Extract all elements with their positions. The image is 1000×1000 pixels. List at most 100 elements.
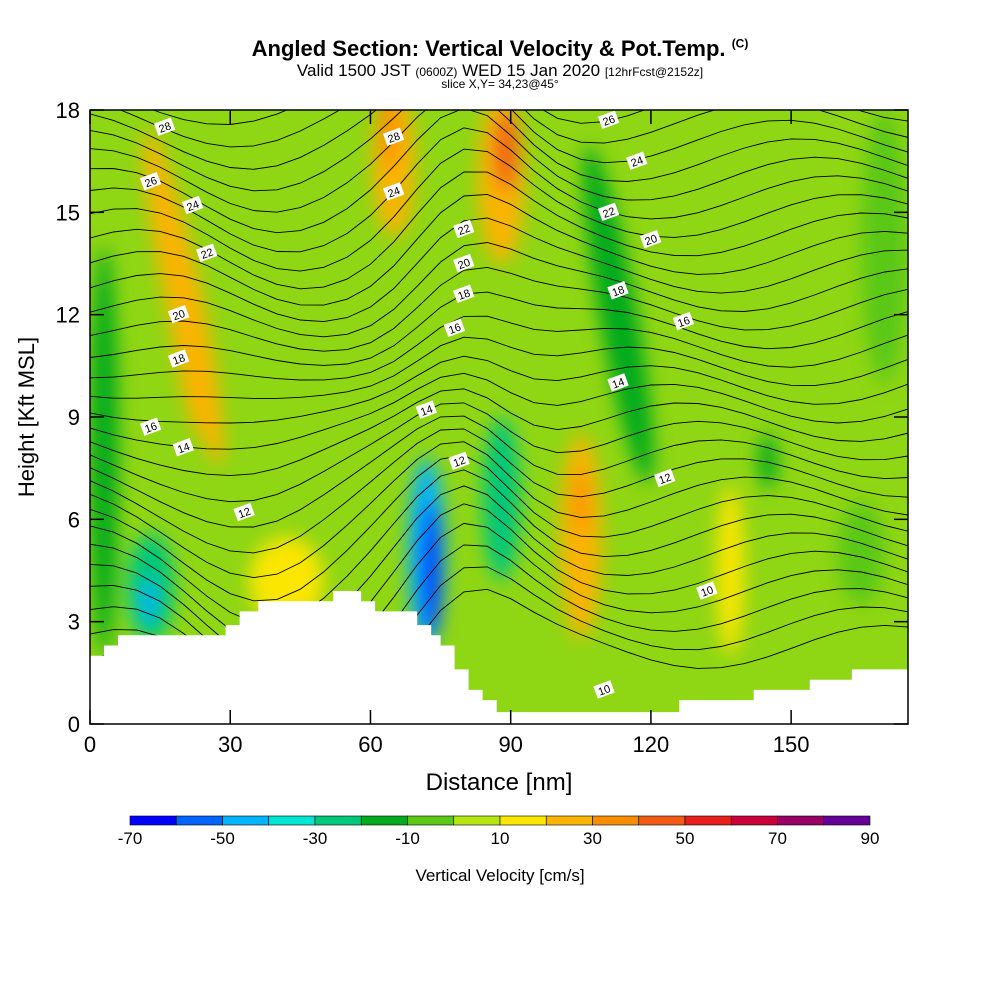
contour-label-18: 24 (626, 151, 648, 170)
isotherm-line-18 (90, 266, 908, 352)
y-tick-label: 3 (68, 610, 80, 635)
isotherm-line-17 (90, 291, 908, 366)
colorbar-swatch-4 (314, 815, 362, 826)
colorbar-tick-label: 70 (768, 829, 787, 848)
contour-label-bg (453, 284, 475, 303)
contour-label-bg (167, 349, 190, 368)
plot-area: 28 26 24 22 20 18 16 14 12 28 24 22 20 18 16 14 12 26 24 22… (90, 20, 908, 724)
isotherm-line-28 (90, 110, 908, 170)
contour-label-bg (181, 195, 204, 215)
axis-ticks: 0 30 60 90 120 150 0 3 6 9 12 15 18 (56, 98, 908, 757)
colorbar-tick-label: 90 (861, 829, 880, 848)
y-tick-label: 0 (68, 712, 80, 737)
colorbar-swatch-8 (499, 815, 547, 826)
contour-label-text: 16 (447, 322, 463, 337)
contour-label-text: 28 (157, 120, 173, 135)
contour-label-14: 16 (443, 318, 466, 338)
velocity-cell-9 (494, 110, 518, 192)
contour-label-bg (654, 468, 676, 488)
y-tick-label: 18 (56, 98, 80, 123)
y-tick-label: 6 (68, 507, 80, 532)
isotherm-line-29 (119, 110, 908, 148)
isotherm-lines (90, 20, 908, 724)
contour-label-text: 12 (452, 455, 468, 470)
x-tick-label: 150 (773, 732, 810, 757)
contour-label-23: 14 (607, 373, 629, 392)
contour-label-5: 18 (167, 349, 190, 368)
isotherm-line-11 (90, 402, 908, 503)
contour-label-text: 28 (386, 131, 402, 146)
isotherm-line-26 (90, 110, 908, 213)
contour-label-text: 16 (143, 420, 159, 435)
isotherm-line-30 (152, 110, 288, 125)
isotherm-line-15 (90, 336, 908, 399)
y-axis-label: Height [Kft MSL] (14, 337, 39, 497)
x-axis-label: Distance [nm] (426, 769, 573, 796)
velocity-cell-12 (482, 417, 521, 581)
isotherm-line-10 (90, 415, 908, 528)
colorbar-swatch-5 (360, 815, 408, 826)
colorbar: -70 -50 -30 -10 10 30 50 70 90 (118, 815, 880, 848)
isotherm-line-16 (90, 315, 908, 381)
colorbar-tick-label: 30 (583, 829, 602, 848)
velocity-cell-6 (372, 110, 415, 237)
contour-label-24: 12 (654, 468, 676, 488)
contour-label-text: 20 (171, 308, 187, 323)
contour-label-text: 22 (199, 247, 215, 262)
contour-label-text: 14 (611, 376, 627, 391)
contour-label-bg (139, 417, 162, 436)
contour-label-bg (453, 219, 475, 239)
isotherm-line-12 (90, 388, 908, 477)
isotherm-line-20 (90, 217, 908, 323)
contour-label-15: 14 (415, 400, 438, 419)
velocity-cell-15 (583, 146, 654, 483)
contour-label-13: 18 (453, 284, 475, 303)
contour-label-8: 12 (233, 502, 255, 522)
contour-label-bg (167, 305, 190, 324)
valid-utc: (0600Z) (415, 65, 458, 79)
forecast-info: [12hrFcst@2152z] (604, 65, 704, 79)
colorbar-tick-label: -30 (303, 829, 328, 848)
colorbar-swatch-1 (175, 815, 223, 826)
contour-label-bg (597, 110, 620, 129)
contour-label-11: 22 (453, 219, 475, 239)
y-tick-label: 15 (56, 200, 80, 225)
contour-label-19: 22 (597, 202, 620, 222)
contour-label-text: 20 (643, 233, 659, 248)
isotherm-line-6 (90, 469, 908, 624)
contour-label-2: 24 (181, 195, 204, 215)
contour-label-21: 18 (607, 281, 629, 300)
isotherm-line-7 (90, 454, 908, 602)
velocity-cell-3 (140, 577, 156, 626)
contour-label-bg (696, 581, 718, 600)
contour-label-10: 24 (382, 182, 405, 201)
contour-label-text: 12 (657, 472, 673, 487)
contour-label-text: 12 (237, 506, 253, 521)
isotherm-line-23 (90, 148, 908, 272)
contour-label-text: 22 (456, 223, 472, 238)
contour-label-bg (233, 502, 255, 522)
title-main: Angled Section: Vertical Velocity & Pot.… (251, 36, 726, 61)
contour-label-bg (139, 171, 162, 191)
isotherm-line-31 (90, 20, 908, 103)
contour-labels: 28 26 24 22 20 18 16 14 12 28 24 22 20 18 16 14 12 26 24 22… (139, 110, 718, 699)
contour-label-bg (607, 373, 629, 392)
contour-label-12: 20 (453, 253, 475, 273)
contour-label-bg (382, 127, 405, 147)
colorbar-swatch-6 (407, 815, 455, 826)
velocity-cell-20 (837, 502, 885, 605)
contour-label-26: 10 (593, 680, 615, 699)
x-tick-label: 30 (218, 732, 242, 757)
x-tick-label: 120 (633, 732, 670, 757)
title-tag: (C) (731, 36, 749, 51)
isotherm-line-8 (90, 441, 908, 579)
contour-label-text: 18 (171, 352, 187, 367)
contour-label-1: 26 (139, 171, 162, 191)
contour-label-text: 10 (597, 683, 613, 698)
terrain (90, 591, 908, 724)
contour-label-bg (597, 202, 620, 222)
contour-label-6: 16 (139, 417, 162, 436)
y-tick-label: 9 (68, 405, 80, 430)
isotherm-line-24 (90, 127, 908, 253)
colorbar-swatch-12 (684, 815, 732, 826)
